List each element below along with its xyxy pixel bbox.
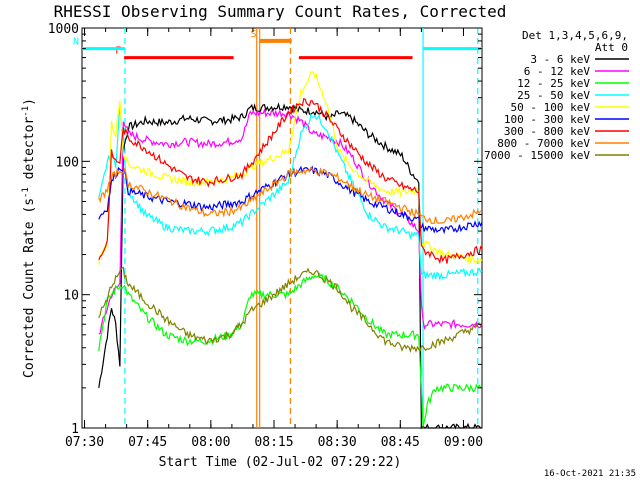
legend-header-line-2: Att 0 (595, 41, 628, 54)
series-layer (98, 70, 483, 430)
x-tick-label: 07:45 (128, 435, 167, 450)
y-tick-label: 1000 (48, 22, 79, 37)
x-tick-label: 09:00 (444, 435, 483, 450)
legend-header-line-1: Det 1,3,4,5,6,9, (522, 29, 628, 42)
x-tick-label: 08:45 (381, 435, 420, 450)
axes-layer: 1 10 100 1000 07:30 07:45 08:00 08:15 08:30 08:45… (48, 22, 483, 450)
legend-label-6: 100 - 300 keV (504, 113, 590, 126)
y-axis-label-sup-1: -1 (21, 187, 31, 198)
y-axis-label-part-3: ) (22, 98, 37, 106)
night-flag-bar-label: N (73, 37, 79, 48)
legend-label-8: 800 - 7000 keV (497, 137, 590, 150)
flare-flag-bar-label: F (115, 46, 121, 57)
x-tick-label: 08:15 (254, 435, 293, 450)
x-tick-label: 07:30 (65, 435, 104, 450)
legend-label-7: 300 - 800 keV (504, 125, 590, 138)
y-tick-label: 10 (63, 289, 79, 304)
series-line-3 (98, 272, 483, 427)
y-axis-label-part-2: detector (22, 117, 37, 188)
legend-label-1: 3 - 6 keV (530, 53, 590, 66)
chart-title: RHESSI Observing Summary Count Rates, Co… (54, 2, 507, 21)
saa-flag-bar-label: S (251, 29, 257, 40)
legend-label-4: 25 - 50 keV (517, 89, 590, 102)
x-axis-label: Start Time (02-Jul-02 07:29:22) (159, 455, 402, 470)
series-line-1 (98, 102, 482, 430)
y-axis-label: Corrected Count Rate (s-1 detector-1) (21, 98, 37, 378)
legend-label-3: 12 - 25 keV (517, 77, 590, 90)
x-tick-label: 08:00 (191, 435, 230, 450)
legend-label-2: 6 - 12 keV (524, 65, 591, 78)
series-line-5 (98, 70, 483, 265)
legend-label-9: 7000 - 15000 keV (484, 149, 590, 162)
plot-area (81, 27, 483, 429)
series-line-2 (98, 108, 483, 335)
overlay-layer: F N S (73, 28, 482, 428)
y-tick-label: 1 (71, 422, 79, 437)
footer-timestamp: 16-Oct-2021 21:35 (544, 469, 636, 479)
plot-frame (81, 27, 483, 429)
series-line-9 (98, 266, 483, 354)
legend-label-5: 50 - 100 keV (511, 101, 591, 114)
series-line-8 (98, 166, 483, 224)
series-line-7 (98, 97, 483, 265)
y-axis-label-part-1: Corrected Count Rate (s (22, 198, 37, 378)
x-tick-label: 08:30 (318, 435, 357, 450)
y-axis-label-sup-2: -1 (21, 106, 31, 117)
y-tick-label: 100 (56, 155, 79, 170)
